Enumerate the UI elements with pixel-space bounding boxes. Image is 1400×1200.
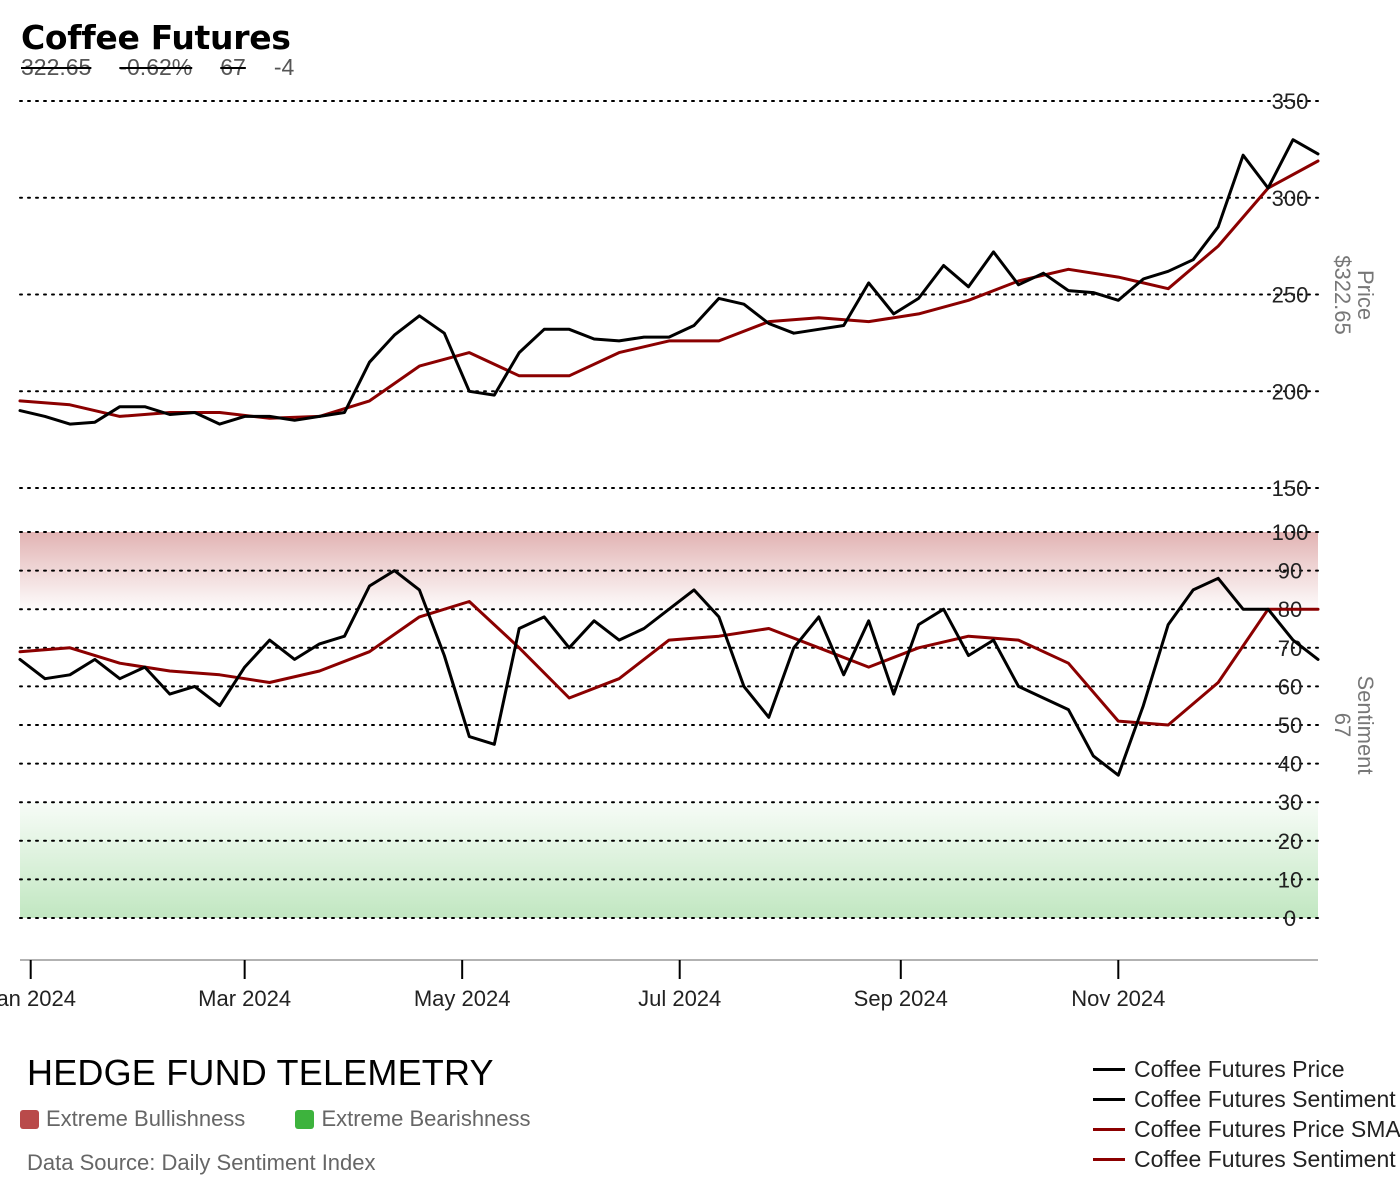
price-axis-title: Price$322.65 bbox=[1330, 255, 1378, 335]
chart-title: Coffee Futures bbox=[21, 18, 291, 57]
sentiment-tick-label: 100 bbox=[1272, 520, 1309, 545]
legend-label: Coffee Futures Price SMA bbox=[1134, 1115, 1400, 1142]
zone-key: Extreme Bullishness Extreme Bearishness bbox=[20, 1106, 575, 1135]
legend-line-icon bbox=[1093, 1157, 1125, 1161]
price-sma-line bbox=[18, 159, 1320, 420]
price-tick-label: 250 bbox=[1272, 283, 1309, 308]
last-price: 322.65 bbox=[21, 54, 92, 80]
zone-key-bear-label: Extreme Bearishness bbox=[321, 1106, 531, 1131]
x-tick-label: Mar 2024 bbox=[198, 986, 291, 1011]
legend-line-icon bbox=[1093, 1097, 1125, 1101]
sentiment-sma-line bbox=[18, 600, 1320, 727]
chart-canvas: 1502002503003500102030405060708090100Pri… bbox=[0, 89, 1378, 1011]
zone-key-bull: Extreme Bullishness bbox=[20, 1106, 245, 1132]
legend-item[interactable]: Coffee Futures Sentiment SMA bbox=[1093, 1144, 1400, 1174]
bull-swatch-icon bbox=[20, 1109, 39, 1129]
last-sentiment: 67 bbox=[220, 54, 246, 80]
sentiment-line bbox=[18, 569, 1320, 777]
sentiment-tick-label: 0 bbox=[1284, 906, 1296, 931]
legend-line-icon bbox=[1093, 1067, 1125, 1071]
price-tick-label: 350 bbox=[1272, 89, 1309, 114]
x-tick-label: Sep 2024 bbox=[854, 986, 948, 1011]
bear-swatch-icon bbox=[295, 1109, 315, 1129]
header-stats: 322.65 -0.62% 67 -4 bbox=[21, 54, 322, 81]
series-legend: Coffee Futures Price Coffee Futures Sent… bbox=[1093, 1054, 1400, 1174]
data-source: Data Source: Daily Sentiment Index bbox=[27, 1150, 376, 1175]
price-tick-label: 200 bbox=[1272, 379, 1309, 404]
sentiment-tick-label: 60 bbox=[1278, 674, 1302, 699]
price-tick-label: 300 bbox=[1272, 186, 1309, 211]
sentiment-tick-label: 20 bbox=[1278, 829, 1302, 854]
sentiment-change: -4 bbox=[273, 54, 295, 80]
x-tick-label: Jan 2024 bbox=[0, 986, 76, 1011]
legend-item[interactable]: Coffee Futures Price SMA bbox=[1093, 1114, 1400, 1144]
legend-line-icon bbox=[1093, 1127, 1125, 1131]
price-tick-label: 150 bbox=[1272, 476, 1309, 501]
extreme-bearishness-band bbox=[20, 802, 1318, 918]
sentiment-tick-label: 50 bbox=[1278, 713, 1302, 738]
sentiment-axis-title: Sentiment67 bbox=[1330, 675, 1378, 774]
zone-key-bull-label: Extreme Bullishness bbox=[46, 1106, 246, 1131]
sentiment-tick-label: 40 bbox=[1278, 752, 1302, 777]
sentiment-tick-label: 30 bbox=[1278, 790, 1302, 815]
legend-label: Coffee Futures Sentiment bbox=[1134, 1085, 1396, 1112]
x-tick-label: May 2024 bbox=[414, 986, 511, 1011]
sentiment-tick-label: 90 bbox=[1278, 559, 1302, 584]
zone-key-bear: Extreme Bearishness bbox=[295, 1106, 531, 1132]
sentiment-tick-label: 10 bbox=[1278, 867, 1302, 892]
x-tick-label: Nov 2024 bbox=[1071, 986, 1165, 1011]
legend-label: Coffee Futures Sentiment SMA bbox=[1134, 1145, 1400, 1172]
legend-item[interactable]: Coffee Futures Sentiment bbox=[1093, 1084, 1400, 1114]
legend-item[interactable]: Coffee Futures Price bbox=[1093, 1054, 1400, 1084]
price-change-percent: -0.62% bbox=[119, 54, 193, 80]
price-line bbox=[18, 138, 1320, 426]
brand-name: HEDGE FUND TELEMETRY bbox=[27, 1052, 494, 1093]
sentiment-tick-label: 70 bbox=[1278, 636, 1302, 661]
x-tick-label: Jul 2024 bbox=[638, 986, 721, 1011]
legend-label: Coffee Futures Price bbox=[1134, 1055, 1345, 1082]
